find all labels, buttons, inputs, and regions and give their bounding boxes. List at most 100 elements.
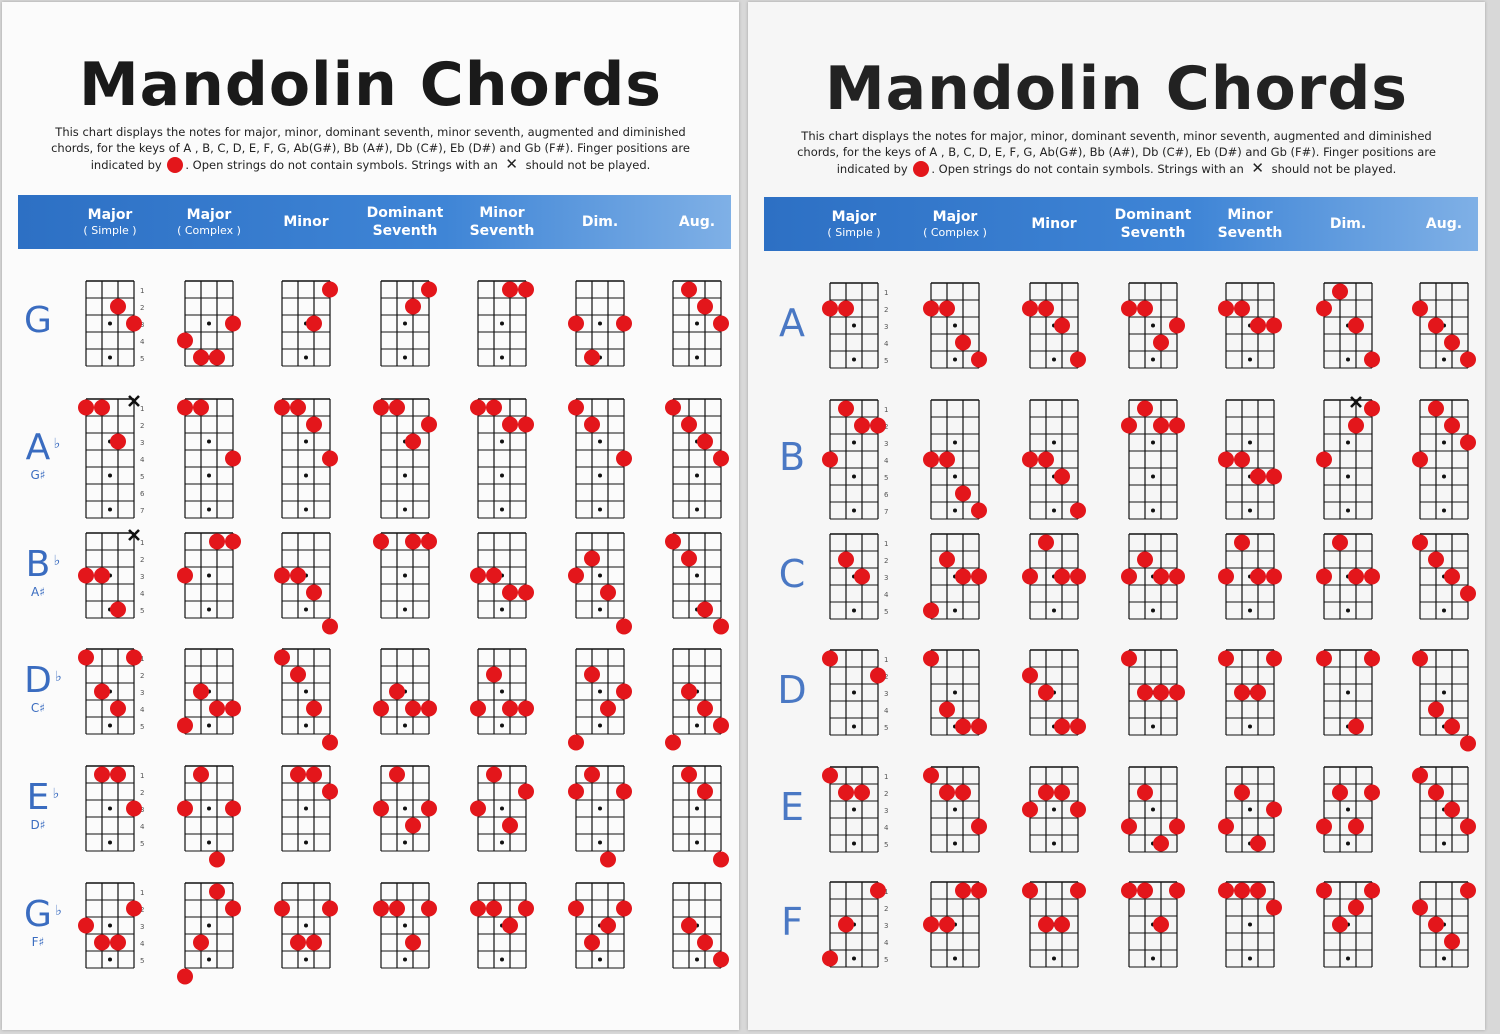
column-header: Major( Complex ) <box>161 195 257 249</box>
fret-marker <box>695 840 699 845</box>
finger-dot <box>486 900 502 917</box>
finger-dot <box>1316 300 1332 317</box>
finger-dot <box>274 900 290 917</box>
fret-marker <box>304 723 308 728</box>
finger-dot <box>389 900 405 917</box>
finger-dot <box>616 315 632 332</box>
finger-dot <box>955 568 971 585</box>
finger-dot <box>177 332 193 349</box>
chord-diagram <box>1022 282 1086 369</box>
finger-dot <box>1234 882 1250 899</box>
finger-dot <box>697 298 713 315</box>
chord-diagram <box>1316 649 1380 736</box>
finger-dot <box>1316 650 1332 667</box>
finger-dot <box>502 917 518 934</box>
muted-string-x <box>1350 396 1362 408</box>
finger-dot <box>1038 916 1054 933</box>
finger-dot <box>1444 801 1460 818</box>
fret-marker <box>1151 608 1155 613</box>
fret-number: 3 <box>140 573 144 581</box>
finger-dot <box>1460 882 1476 899</box>
finger-dot <box>1364 882 1380 899</box>
finger-dot <box>1234 534 1250 551</box>
chord-diagram <box>672 280 729 367</box>
finger-dot <box>1266 317 1282 334</box>
finger-dot <box>939 551 955 568</box>
fret-marker <box>108 473 112 478</box>
finger-dot <box>290 934 306 951</box>
finger-dot <box>1428 916 1444 933</box>
poster-left: Mandolin Chords This chart displays the … <box>2 2 739 1030</box>
finger-dot <box>177 800 193 817</box>
finger-dot <box>923 767 939 784</box>
finger-dot <box>1022 451 1038 468</box>
finger-dot <box>1444 568 1460 585</box>
fret-marker <box>403 723 407 728</box>
finger-dot <box>486 666 502 683</box>
finger-dot <box>1266 801 1282 818</box>
finger-dot <box>290 567 306 584</box>
fret-marker <box>304 923 308 928</box>
fret-marker <box>1052 508 1056 513</box>
finger-dot <box>713 851 729 868</box>
finger-dot <box>584 934 600 951</box>
finger-dot <box>1054 468 1070 485</box>
finger-dot <box>290 766 306 783</box>
finger-dot <box>713 618 729 635</box>
fret-number: 1 <box>140 772 144 780</box>
finger-dot <box>838 400 854 417</box>
finger-dot <box>1218 300 1234 317</box>
chord-diagram <box>1022 766 1086 853</box>
chord-diagram <box>1121 282 1185 369</box>
column-header-label: Major <box>186 207 232 223</box>
fret-marker <box>207 923 211 928</box>
finger-dot <box>1364 568 1380 585</box>
finger-dot <box>923 451 939 468</box>
finger-dot <box>1070 801 1086 818</box>
finger-dot <box>1121 818 1137 835</box>
chord-diagram <box>1121 399 1185 520</box>
fret-number: 4 <box>140 338 145 346</box>
finger-dot <box>1332 283 1348 300</box>
fret-marker <box>1442 608 1446 613</box>
fret-marker <box>953 690 957 695</box>
fret-marker <box>852 508 856 513</box>
flat-sign: ♭ <box>55 668 62 685</box>
finger-dot <box>955 334 971 351</box>
description-line-3: indicated by . Open strings do not conta… <box>788 160 1445 177</box>
chord-diagram <box>373 648 437 735</box>
fret-number: 5 <box>884 956 888 964</box>
fret-number: 3 <box>884 922 888 930</box>
finger-dot <box>193 683 209 700</box>
finger-dot <box>1137 300 1153 317</box>
finger-dot <box>290 666 306 683</box>
finger-dot <box>110 601 126 618</box>
chord-diagram <box>923 399 987 520</box>
finger-dot <box>389 399 405 416</box>
finger-dot <box>1444 718 1460 735</box>
column-header-sublabel: ( Complex ) <box>177 224 241 237</box>
finger-dot <box>822 950 838 967</box>
fret-marker <box>500 723 504 728</box>
fret-number: 2 <box>140 304 144 312</box>
finger-dot <box>1428 784 1444 801</box>
fret-number: 2 <box>884 790 888 798</box>
chord-diagram <box>923 282 987 369</box>
finger-dot <box>78 649 94 666</box>
fret-number: 5 <box>884 724 888 732</box>
fret-number: 1 <box>140 655 144 663</box>
key-label: C <box>762 555 822 593</box>
fret-marker <box>1248 922 1252 927</box>
finger-dot <box>1412 899 1428 916</box>
finger-dot <box>405 700 421 717</box>
fret-number: 1 <box>884 540 888 548</box>
fret-number: 2 <box>140 789 144 797</box>
fret-marker <box>598 573 602 578</box>
finger-dot <box>1412 300 1428 317</box>
chord-diagram <box>477 280 534 367</box>
key-label: E <box>762 788 822 826</box>
fret-marker <box>953 608 957 613</box>
key-enharmonic: G♯ <box>30 467 46 482</box>
fret-marker <box>500 473 504 478</box>
chord-diagram: 1 2 3 4 5 <box>822 766 889 853</box>
